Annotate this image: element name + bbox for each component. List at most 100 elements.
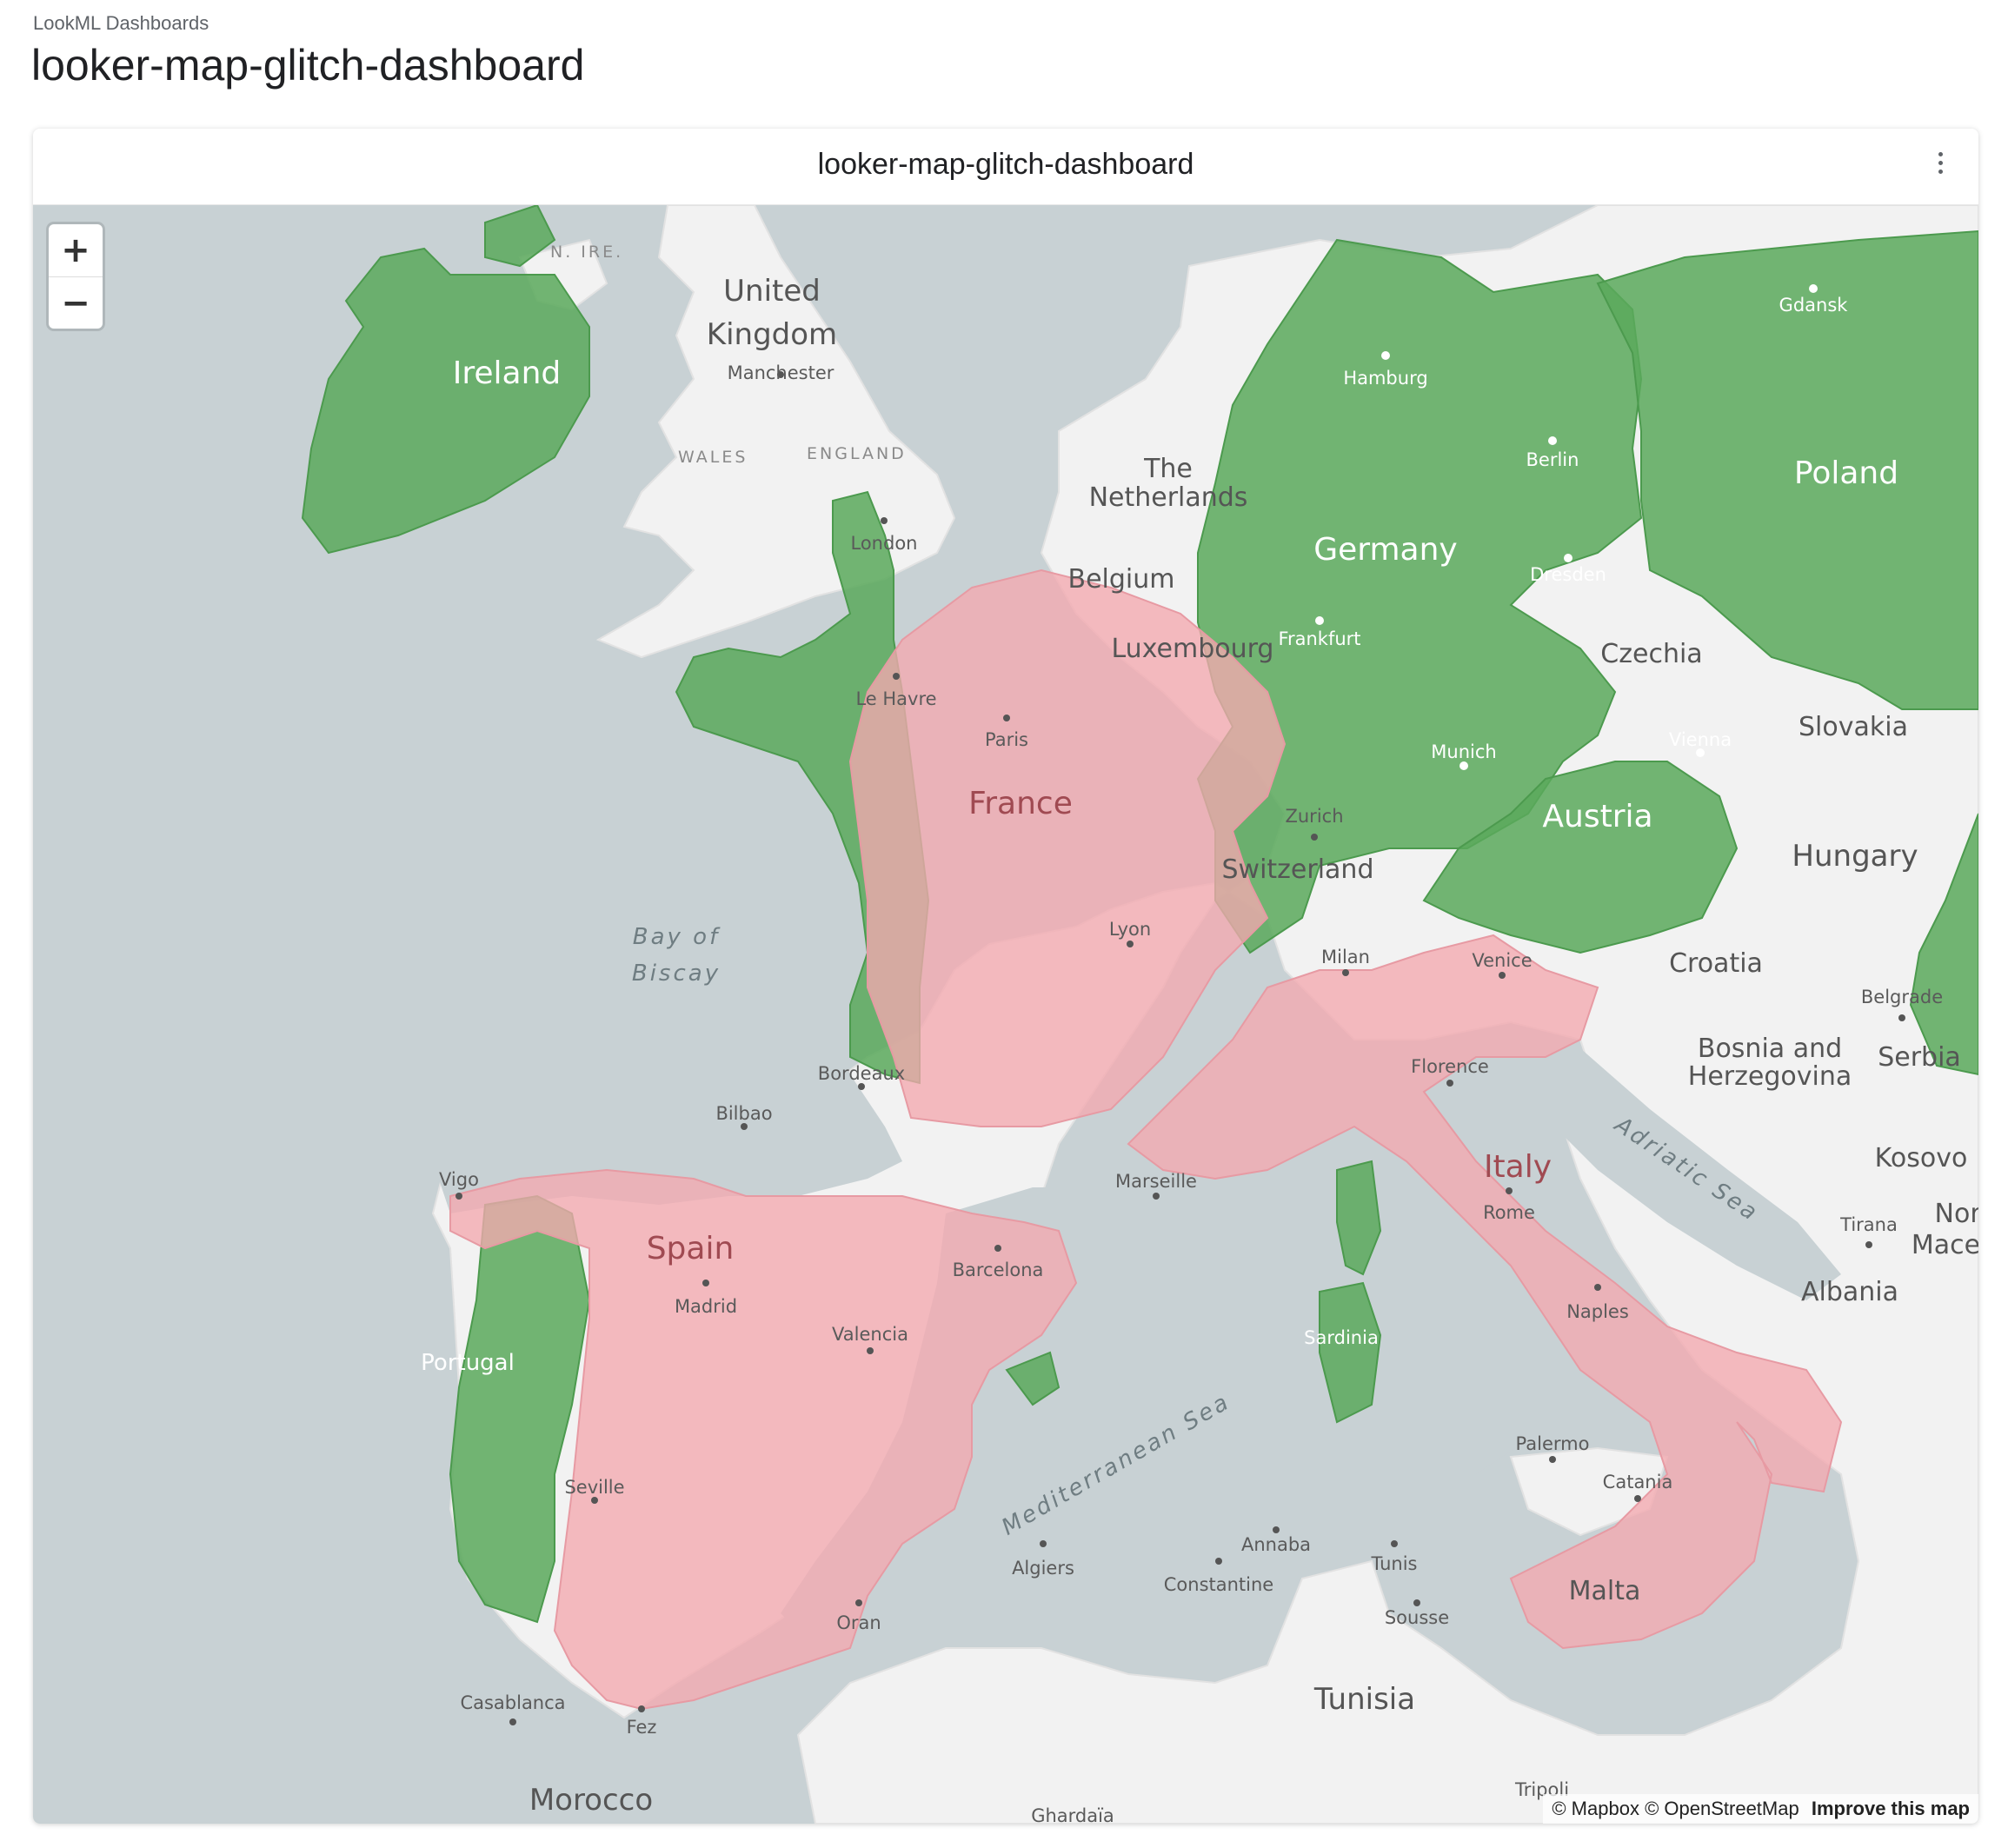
label-london: London <box>851 533 918 554</box>
kebab-vertical-icon[interactable] <box>1932 150 1949 181</box>
label-n-ire: N. IRE. <box>550 243 623 262</box>
label-netherlands-2: Netherlands <box>1089 482 1248 513</box>
tile-header: looker-map-glitch-dashboard <box>33 129 1978 205</box>
label-france: France <box>968 786 1073 821</box>
label-morocco: Morocco <box>529 1783 653 1818</box>
label-hungary: Hungary <box>1792 839 1918 874</box>
label-malta: Malta <box>1569 1576 1641 1606</box>
label-gdansk: Gdansk <box>1779 295 1849 316</box>
region-spain <box>449 1168 1078 1711</box>
map-viewport[interactable]: United Kingdom N. IRE. Ireland Mancheste… <box>33 205 1978 1824</box>
label-ghardaia: Ghardaïa <box>1031 1805 1114 1824</box>
label-croatia: Croatia <box>1669 948 1763 979</box>
label-united-kingdom-1: United <box>723 274 821 309</box>
map-attribution: © Mapbox © OpenStreetMap Improve this ma… <box>1543 1794 1978 1824</box>
region-balearic <box>1005 1351 1061 1406</box>
zoom-out-button[interactable]: − <box>49 276 103 329</box>
label-casablanca: Casablanca <box>460 1692 565 1713</box>
map-canvas[interactable]: United Kingdom N. IRE. Ireland Mancheste… <box>33 205 1978 1824</box>
label-madrid: Madrid <box>675 1296 737 1317</box>
label-manchester: Manchester <box>728 362 834 383</box>
tile-title: looker-map-glitch-dashboard <box>817 148 1194 181</box>
label-sousse: Sousse <box>1385 1607 1449 1628</box>
label-luxembourg: Luxembourg <box>1112 634 1274 664</box>
label-kosovo: Kosovo <box>1875 1143 1968 1173</box>
label-naples: Naples <box>1566 1301 1629 1322</box>
region-sardinia <box>1319 1281 1382 1424</box>
openstreetmap-link[interactable]: © OpenStreetMap <box>1645 1798 1799 1819</box>
label-bosnia-1: Bosnia and <box>1698 1034 1842 1064</box>
label-florence: Florence <box>1411 1056 1489 1077</box>
label-le-havre: Le Havre <box>855 688 936 709</box>
label-valencia: Valencia <box>832 1324 908 1345</box>
label-spain: Spain <box>647 1231 735 1266</box>
page-title: looker-map-glitch-dashboard <box>31 41 585 90</box>
dashboard-tile: looker-map-glitch-dashboard <box>33 129 1978 1824</box>
label-italy: Italy <box>1484 1149 1552 1185</box>
label-vigo: Vigo <box>439 1169 479 1190</box>
label-palermo: Palermo <box>1516 1433 1590 1454</box>
label-albania: Albania <box>1801 1277 1898 1307</box>
label-lyon: Lyon <box>1109 919 1151 940</box>
green-regions <box>301 205 1978 1624</box>
label-portugal: Portugal <box>421 1350 515 1376</box>
label-tunisia: Tunisia <box>1313 1682 1415 1717</box>
label-germany: Germany <box>1313 532 1457 568</box>
region-france <box>848 568 1287 1127</box>
label-wales: WALES <box>678 448 748 467</box>
label-tunis: Tunis <box>1370 1553 1417 1574</box>
label-belgrade: Belgrade <box>1861 987 1943 1007</box>
region-ireland <box>301 247 590 555</box>
label-zurich: Zurich <box>1285 806 1343 827</box>
label-berlin: Berlin <box>1526 449 1579 470</box>
label-poland: Poland <box>1794 455 1898 491</box>
label-bay-of: Bay of <box>633 924 721 950</box>
label-serbia: Serbia <box>1878 1042 1961 1073</box>
label-sardinia: Sardinia <box>1304 1327 1379 1348</box>
region-austria <box>1422 761 1739 954</box>
region-italy <box>1127 934 1843 1650</box>
region-poland <box>1596 229 1978 710</box>
label-slovakia: Slovakia <box>1799 712 1908 742</box>
label-herzegovina: Herzegovina <box>1688 1061 1852 1092</box>
label-fez: Fez <box>627 1717 657 1738</box>
label-constantine: Constantine <box>1164 1574 1273 1595</box>
improve-map-link[interactable]: Improve this map <box>1811 1798 1970 1819</box>
label-frankfurt: Frankfurt <box>1278 628 1360 649</box>
label-algiers: Algiers <box>1012 1558 1074 1579</box>
label-biscay: Biscay <box>632 961 721 987</box>
label-england: ENGLAND <box>807 444 907 463</box>
label-dresden: Dresden <box>1530 564 1606 585</box>
label-vienna: Vienna <box>1669 729 1732 750</box>
label-bordeaux: Bordeaux <box>818 1063 905 1084</box>
red-regions <box>449 568 1843 1711</box>
label-marseille: Marseille <box>1115 1171 1197 1192</box>
breadcrumb[interactable]: LookML Dashboards <box>33 12 209 34</box>
label-austria: Austria <box>1542 799 1652 834</box>
label-switzerland: Switzerland <box>1222 854 1374 885</box>
label-ireland: Ireland <box>453 356 562 391</box>
mapbox-link[interactable]: © Mapbox <box>1552 1798 1639 1819</box>
label-netherlands-1: The <box>1143 454 1193 484</box>
region-corsica <box>1336 1160 1382 1276</box>
label-venice: Venice <box>1472 950 1532 971</box>
label-paris: Paris <box>985 729 1028 750</box>
map-labels: United Kingdom N. IRE. Ireland Mancheste… <box>421 243 1978 1824</box>
label-catania: Catania <box>1603 1472 1673 1492</box>
label-munich: Munich <box>1431 741 1496 762</box>
label-belgium: Belgium <box>1068 564 1175 595</box>
label-oran: Oran <box>836 1612 881 1633</box>
zoom-control: + − <box>49 224 103 329</box>
label-rome: Rome <box>1483 1202 1535 1223</box>
label-bilbao: Bilbao <box>715 1103 772 1124</box>
label-milan: Milan <box>1321 947 1370 967</box>
label-north-mac-1: Nort <box>1935 1199 1978 1229</box>
label-barcelona: Barcelona <box>953 1260 1044 1280</box>
zoom-in-button[interactable]: + <box>61 230 90 270</box>
region-n-ireland <box>484 205 556 268</box>
label-north-mac-2: Maced <box>1912 1230 1978 1260</box>
label-seville: Seville <box>564 1477 624 1498</box>
label-united-kingdom-2: Kingdom <box>707 317 837 352</box>
region-hungary-edge <box>1909 813 1978 1076</box>
label-annaba: Annaba <box>1241 1534 1311 1555</box>
